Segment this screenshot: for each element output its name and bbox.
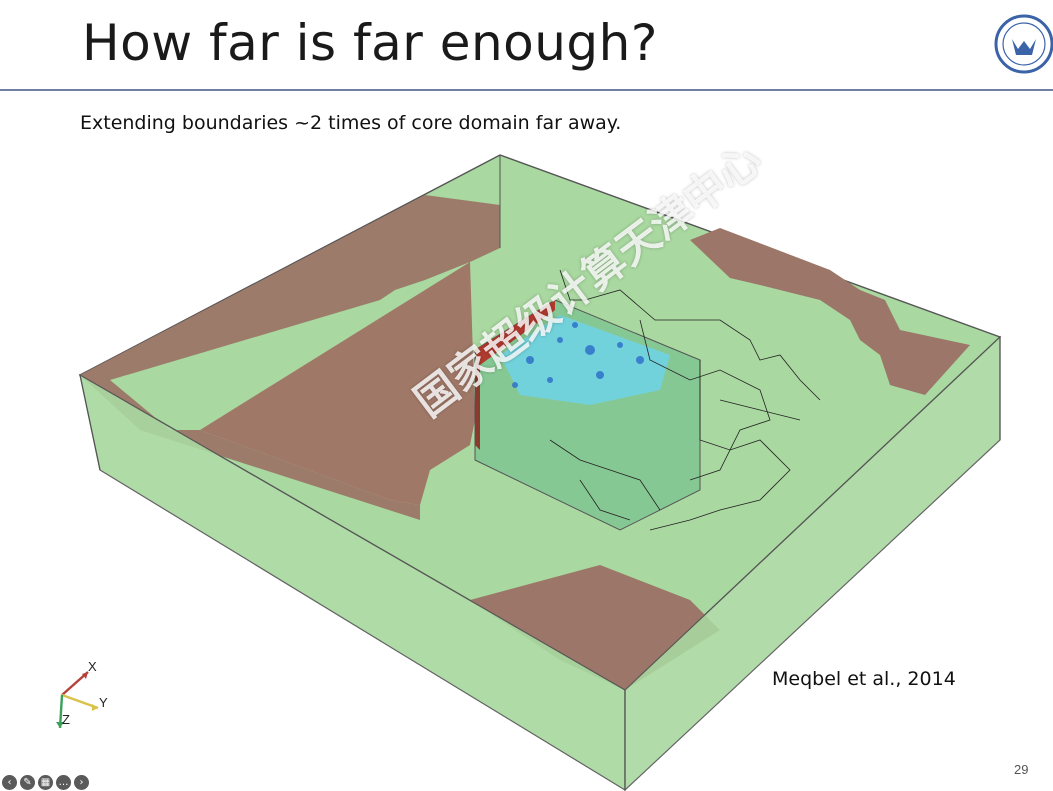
- axes-triad: [56, 671, 99, 729]
- more-icon: …: [58, 777, 69, 788]
- slideshow-controls: ‹ ✎ ▦ … ›: [2, 775, 89, 791]
- slide-subtitle: Extending boundaries ~2 times of core do…: [80, 112, 622, 134]
- citation: Meqbel et al., 2014: [772, 668, 956, 690]
- university-logo: [994, 14, 1053, 74]
- core-domain-red-edge: [475, 300, 555, 365]
- page-number: 29: [1014, 762, 1029, 777]
- slide-title: How far is far enough?: [82, 14, 658, 72]
- 3d-model-figure: [78, 154, 1002, 791]
- x-axis-label: X: [88, 659, 97, 674]
- grid-icon: ▦: [40, 777, 51, 788]
- more-options-button[interactable]: …: [56, 775, 71, 790]
- arrow-left-icon: ‹: [7, 777, 12, 788]
- brown-region-west-interior: [200, 262, 475, 505]
- brown-region-right-top: [690, 228, 970, 395]
- title-divider: [0, 89, 1053, 91]
- state-boundaries: [549, 269, 821, 531]
- pen-icon: ✎: [23, 777, 32, 788]
- core-domain-red-face: [475, 350, 480, 450]
- arrow-right-icon: ›: [79, 777, 84, 788]
- slides-overview-button[interactable]: ▦: [38, 775, 53, 790]
- z-axis-label: Z: [62, 712, 70, 727]
- core-domain-top: [500, 315, 670, 405]
- pointer-button[interactable]: ✎: [20, 775, 35, 790]
- y-axis-label: Y: [99, 695, 108, 710]
- previous-slide-button[interactable]: ‹: [2, 775, 17, 790]
- core-domain-anomalies: [512, 322, 644, 388]
- next-slide-button[interactable]: ›: [74, 775, 89, 790]
